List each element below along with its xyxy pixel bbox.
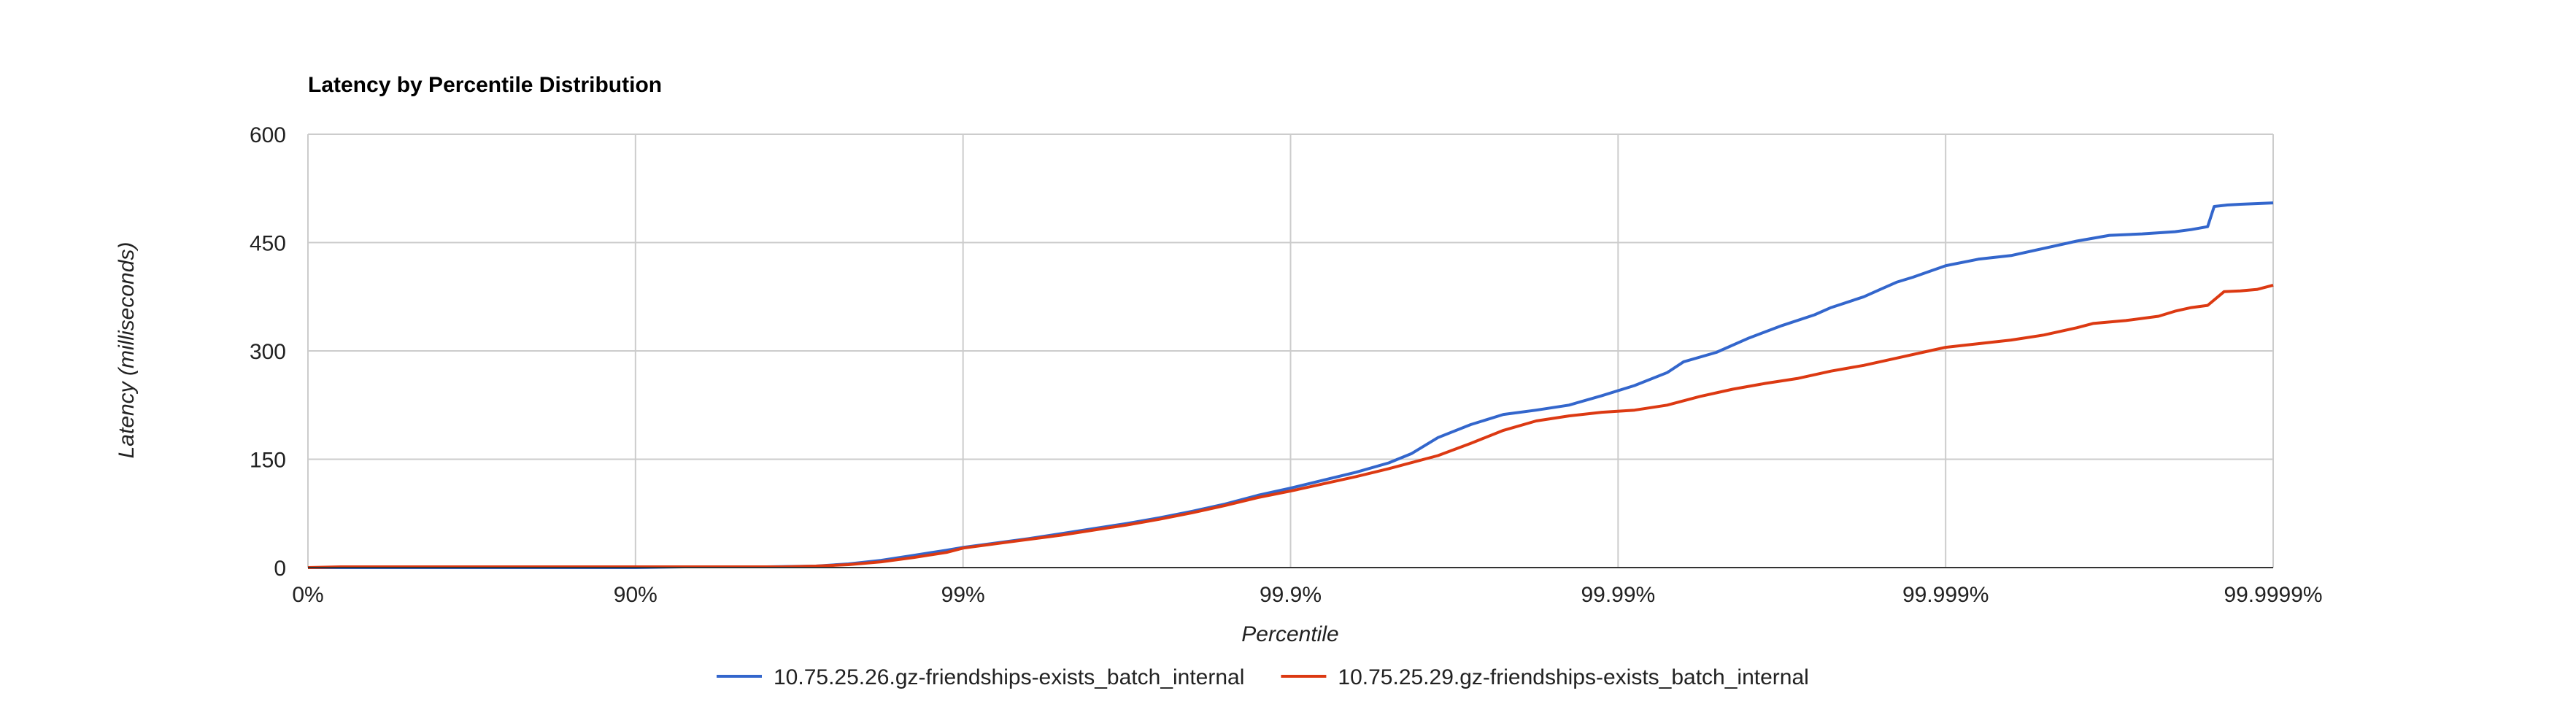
x-tick-label: 99.9999% <box>2224 583 2322 607</box>
series-lines <box>307 201 2274 569</box>
x-tick-label: 99.999% <box>1902 583 1989 607</box>
axes: 0 150 300 450 600 0% 90% 99% 99.9% 99.99% 99.999% 9… <box>250 123 2323 607</box>
x-tick-label: 99.99% <box>1581 583 1655 607</box>
series-line-2 <box>307 283 2274 569</box>
y-tick-label: 450 <box>250 232 286 256</box>
x-tick-label: 0% <box>292 583 323 607</box>
y-tick-label: 300 <box>250 340 286 364</box>
x-axis-title: Percentile <box>1241 622 1338 646</box>
legend-item-1[interactable]: 10.75.25.26.gz-friendships-exists_batch_… <box>717 665 1244 689</box>
series-line-1 <box>308 201 2274 569</box>
legend-label: 10.75.25.26.gz-friendships-exists_batch_… <box>774 665 1244 689</box>
legend-label: 10.75.25.29.gz-friendships-exists_batch_… <box>1338 665 1808 689</box>
legend[interactable]: 10.75.25.26.gz-friendships-exists_batch_… <box>717 665 1809 689</box>
y-axis-title: Latency (milliseconds) <box>115 242 139 459</box>
y-tick-label: 0 <box>274 557 286 581</box>
y-tick-label: 150 <box>250 449 286 473</box>
chart-title: Latency by Percentile Distribution <box>308 73 662 97</box>
y-tick-label: 600 <box>250 123 286 147</box>
x-tick-label: 99% <box>941 583 985 607</box>
x-tick-label: 90% <box>614 583 658 607</box>
legend-item-2[interactable]: 10.75.25.29.gz-friendships-exists_batch_… <box>1281 665 1809 689</box>
gridlines <box>307 134 2274 568</box>
x-tick-label: 99.9% <box>1260 583 1322 607</box>
